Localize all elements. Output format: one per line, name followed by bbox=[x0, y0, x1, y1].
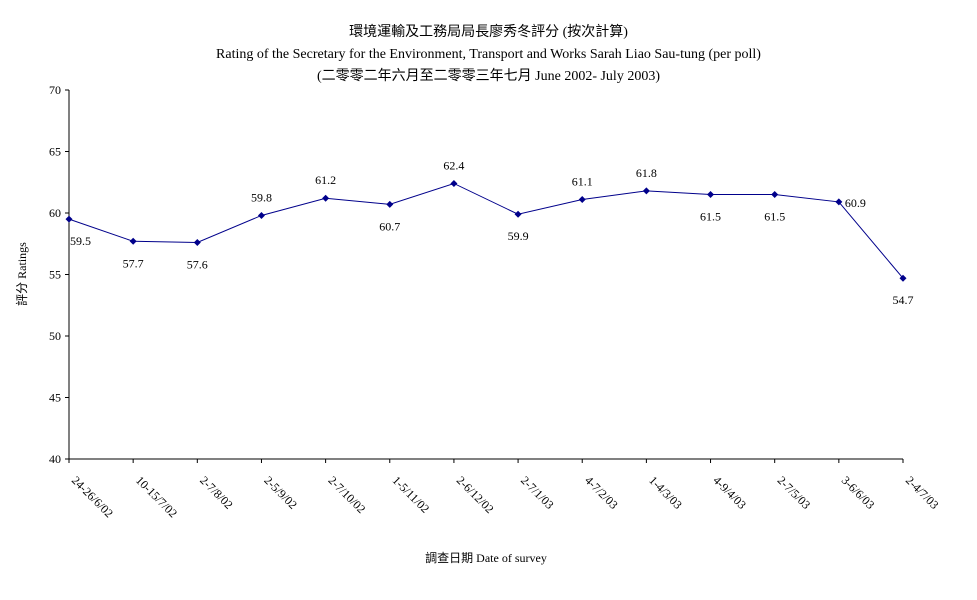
y-axis-title: 評分 Ratings bbox=[14, 242, 29, 306]
data-point bbox=[514, 210, 522, 218]
y-tick-label: 40 bbox=[49, 452, 61, 466]
data-point bbox=[257, 211, 265, 219]
x-tick-label: 10-15/7/02 bbox=[133, 473, 180, 520]
data-label: 59.5 bbox=[70, 234, 91, 248]
data-label: 57.7 bbox=[123, 256, 144, 270]
data-point bbox=[322, 194, 330, 202]
data-point bbox=[450, 179, 458, 187]
data-point bbox=[771, 191, 779, 199]
data-point bbox=[707, 191, 715, 199]
data-label: 57.6 bbox=[187, 258, 208, 272]
x-tick-label: 2-7/8/02 bbox=[197, 473, 236, 512]
x-axis-ticks: 24-26/6/02 10-15/7/02 2-7/8/02 2-5/9/02 2-7/… bbox=[68, 459, 942, 520]
y-tick-label: 45 bbox=[49, 391, 61, 405]
chart-titles: 環境運輸及工務局局長廖秀冬評分 (按次計算) Rating of the Sec… bbox=[0, 22, 977, 88]
x-tick-label: 2-7/1/03 bbox=[518, 473, 557, 512]
x-tick-label: 1-5/11/02 bbox=[390, 473, 433, 516]
x-tick-label: 2-7/5/03 bbox=[775, 473, 814, 512]
data-label: 62.4 bbox=[443, 158, 464, 172]
data-label: 61.2 bbox=[315, 173, 336, 187]
y-tick-label: 55 bbox=[49, 268, 61, 282]
data-labels: 59.5 57.7 57.6 59.8 61.2 60.7 62.4 59.9 61.1 61.8… bbox=[70, 158, 914, 307]
x-tick-label: 3-6/6/03 bbox=[839, 473, 878, 512]
data-label: 61.5 bbox=[764, 210, 785, 224]
x-axis-title: 調查日期 Date of survey bbox=[425, 551, 547, 565]
data-point bbox=[899, 274, 907, 282]
data-label: 59.8 bbox=[251, 190, 272, 204]
y-tick-label: 50 bbox=[49, 329, 61, 343]
data-point bbox=[65, 215, 73, 223]
y-tick-label: 70 bbox=[49, 83, 61, 97]
data-label: 61.5 bbox=[700, 210, 721, 224]
chart-subtitle-period: (二零零二年六月至二零零三年七月 June 2002- July 2003) bbox=[317, 69, 660, 84]
x-tick-label: 1-4/3/03 bbox=[646, 473, 685, 512]
x-tick-label: 2-4/7/03 bbox=[903, 473, 942, 512]
x-tick-label: 24-26/6/02 bbox=[69, 473, 116, 520]
data-point bbox=[835, 198, 843, 206]
data-label: 54.7 bbox=[893, 293, 914, 307]
data-label: 60.9 bbox=[845, 196, 866, 210]
series-line bbox=[68, 182, 904, 279]
x-tick-label: 4-7/2/03 bbox=[582, 473, 621, 512]
x-tick-label: 4-9/4/03 bbox=[710, 473, 749, 512]
data-label: 60.7 bbox=[379, 219, 400, 233]
data-point bbox=[642, 187, 650, 195]
chart-subtitle: Rating of the Secretary for the Environm… bbox=[216, 47, 761, 62]
y-tick-label: 60 bbox=[49, 206, 61, 220]
data-label: 59.9 bbox=[508, 229, 529, 243]
data-point bbox=[129, 237, 137, 245]
data-label: 61.8 bbox=[636, 166, 657, 180]
x-tick-label: 2-5/9/02 bbox=[261, 473, 300, 512]
data-label: 61.1 bbox=[572, 174, 593, 188]
data-points bbox=[65, 179, 907, 282]
x-tick-label: 2-6/12/02 bbox=[454, 473, 497, 516]
data-point bbox=[386, 200, 394, 208]
y-axis-ticks: 40 45 50 55 60 65 70 bbox=[49, 83, 69, 466]
x-tick-label: 2-7/10/02 bbox=[325, 473, 368, 516]
y-tick-label: 65 bbox=[49, 145, 61, 159]
data-point bbox=[193, 239, 201, 247]
chart-title: 環境運輸及工務局局長廖秀冬評分 (按次計算) bbox=[349, 25, 628, 40]
data-point bbox=[578, 195, 586, 203]
